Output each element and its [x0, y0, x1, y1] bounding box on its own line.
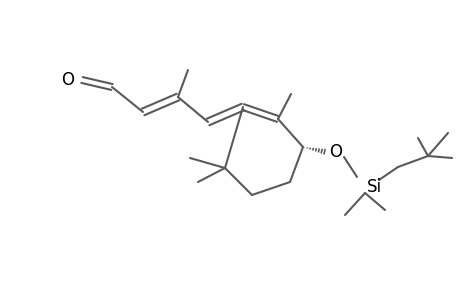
Text: Si: Si	[366, 178, 381, 196]
Text: O: O	[61, 71, 74, 89]
Text: O: O	[329, 143, 342, 161]
